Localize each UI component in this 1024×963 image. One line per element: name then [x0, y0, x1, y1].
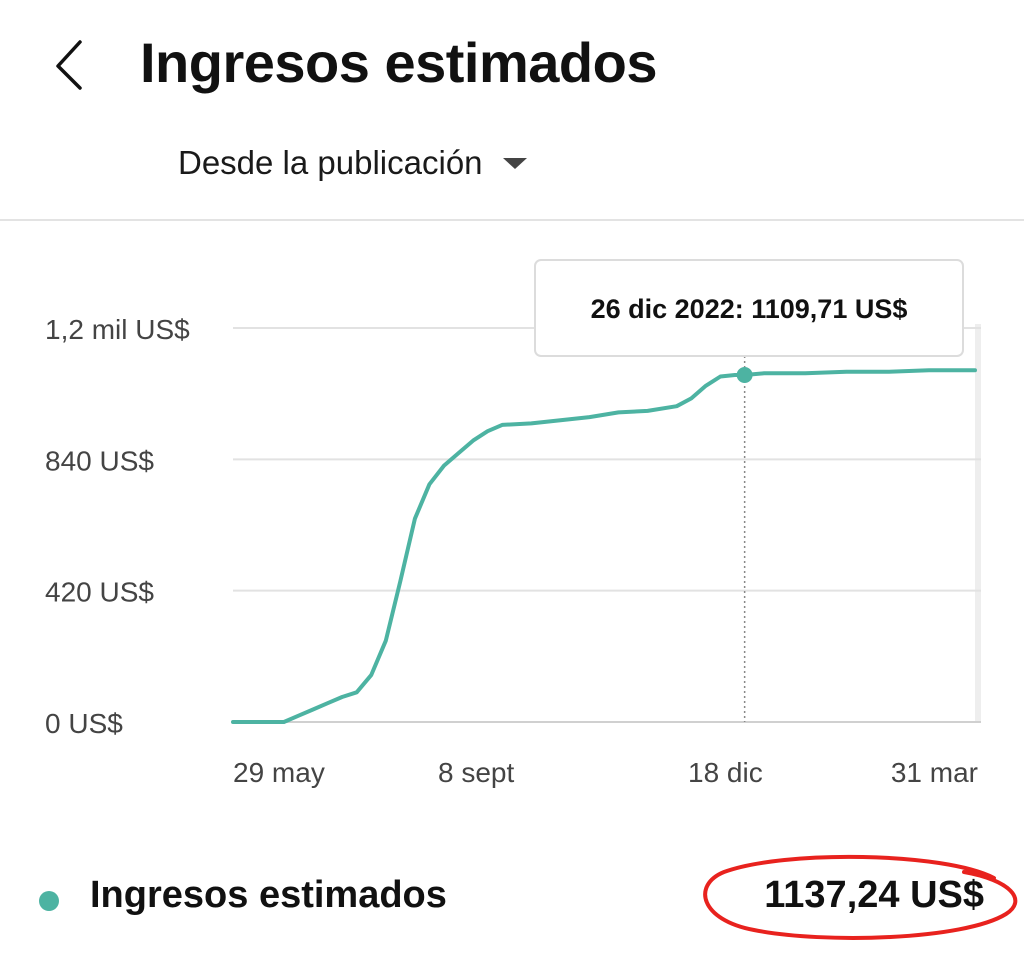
y-tick-label: 420 US$ [45, 577, 154, 608]
page-title: Ingresos estimados [140, 31, 657, 94]
y-tick-label: 1,2 mil US$ [45, 314, 190, 345]
legend-label: Ingresos estimados [90, 874, 447, 916]
tooltip-text: 26 dic 2022: 1109,71 US$ [591, 294, 908, 324]
header-divider [0, 219, 1024, 221]
chevron-left-icon [56, 40, 82, 90]
selected-data-point [736, 366, 753, 383]
y-tick-label: 840 US$ [45, 445, 154, 476]
tooltip-box [534, 259, 964, 357]
date-range-label: Desde la publicación [178, 144, 483, 181]
total-earnings-value: 1137,24 US$ [764, 874, 984, 916]
x-tick-label: 18 dic [688, 757, 763, 788]
caret-down-icon [502, 157, 527, 169]
date-range-dropdown[interactable]: Desde la publicación [178, 140, 527, 186]
earnings-series-line [231, 368, 977, 724]
earnings-line-chart[interactable]: 0 US$ 420 US$ 840 US$ 1,2 mil US$ 29 may 8 se… [0, 222, 1024, 822]
x-tick-label: 8 sept [438, 757, 514, 788]
app-header: Ingresos estimados Desde la publicación [0, 0, 1024, 220]
y-tick-label: 0 US$ [45, 708, 123, 739]
x-tick-label: 31 mar [891, 757, 978, 788]
plot-right-edge [975, 324, 981, 722]
legend-color-dot [39, 891, 59, 911]
back-button[interactable] [40, 30, 100, 100]
x-tick-label: 29 may [233, 757, 325, 788]
